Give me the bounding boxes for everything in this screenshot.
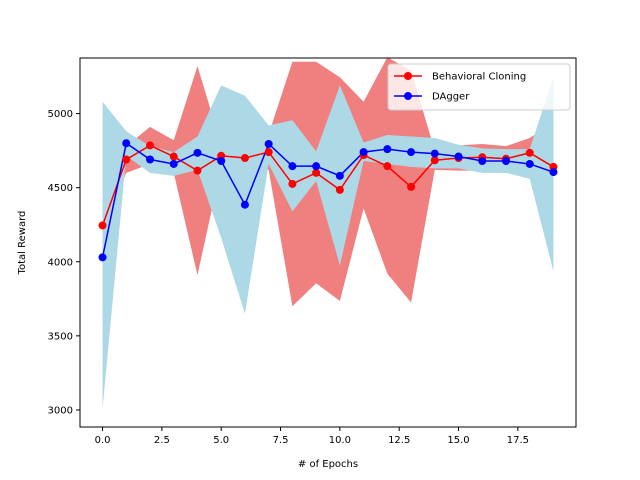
x-tick-label: 17.5 [507,435,529,446]
behavioral-cloning-point [98,221,107,230]
behavioral-cloning-point [288,179,297,188]
y-tick-label: 4000 [48,257,73,268]
behavioral-cloning-point [383,162,392,171]
dagger-point [217,156,226,165]
behavioral-cloning-point [525,148,534,157]
behavioral-cloning-point [122,155,131,164]
behavioral-cloning-legend-marker [404,72,412,80]
dagger-point [122,139,131,148]
dagger-point [264,139,273,148]
dagger-legend-marker [404,92,412,100]
dagger-point [359,148,368,157]
x-tick-label: 0.0 [95,435,111,446]
behavioral-cloning-point [335,185,344,194]
dagger-point [501,156,510,165]
y-axis-ticks: 3000 3500 4000 4500 5000 [48,109,80,416]
dagger-line [101,141,554,258]
dagger-point [98,253,107,262]
y-tick-label: 3000 [48,405,73,416]
dagger-point [193,148,202,157]
dagger-legend-label: DAgger [432,92,470,103]
dagger-point [478,156,487,165]
dagger-point [383,145,392,154]
behavioral-cloning-point [193,166,202,175]
dagger-point [549,168,558,177]
x-tick-label: 10.0 [329,435,351,446]
legend: Behavioral Cloning DAgger [387,63,571,111]
legend-box [387,63,571,111]
dagger-point [288,162,297,171]
x-axis-ticks: 0.0 2.5 5.0 7.5 10.0 12.5 15.0 17.5 [95,427,529,446]
dagger-point [169,159,178,168]
behavioral-cloning-point [430,156,439,165]
dagger-point [525,159,534,168]
x-tick-label: 2.5 [154,435,170,446]
dagger-point [240,200,249,209]
y-tick-label: 3500 [48,331,73,342]
dagger-point [454,152,463,161]
y-axis-label: Total Reward [17,211,28,276]
x-axis-label: # of Epochs [298,459,358,470]
behavioral-cloning-point [264,148,273,157]
behavioral-cloning-legend-label: Behavioral Cloning [432,72,526,83]
behavioral-cloning-point [146,141,155,150]
dagger-point [312,162,321,171]
x-tick-label: 12.5 [388,435,410,446]
series-markers [98,139,558,262]
dagger-point [407,148,416,157]
behavioral-cloning-point [407,182,416,191]
behavioral-cloning-point [169,152,178,161]
x-tick-label: 5.0 [213,435,229,446]
dagger-point [335,171,344,180]
x-tick-label: 7.5 [273,435,289,446]
behavioral-cloning-point [240,154,249,163]
plot-frame [79,57,577,428]
dagger-point [146,155,155,164]
y-tick-label: 5000 [48,109,73,120]
y-tick-label: 4500 [48,183,73,194]
dagger-point [430,149,439,158]
behavioral-cloning-point [312,168,321,177]
x-tick-label: 15.0 [447,435,469,446]
